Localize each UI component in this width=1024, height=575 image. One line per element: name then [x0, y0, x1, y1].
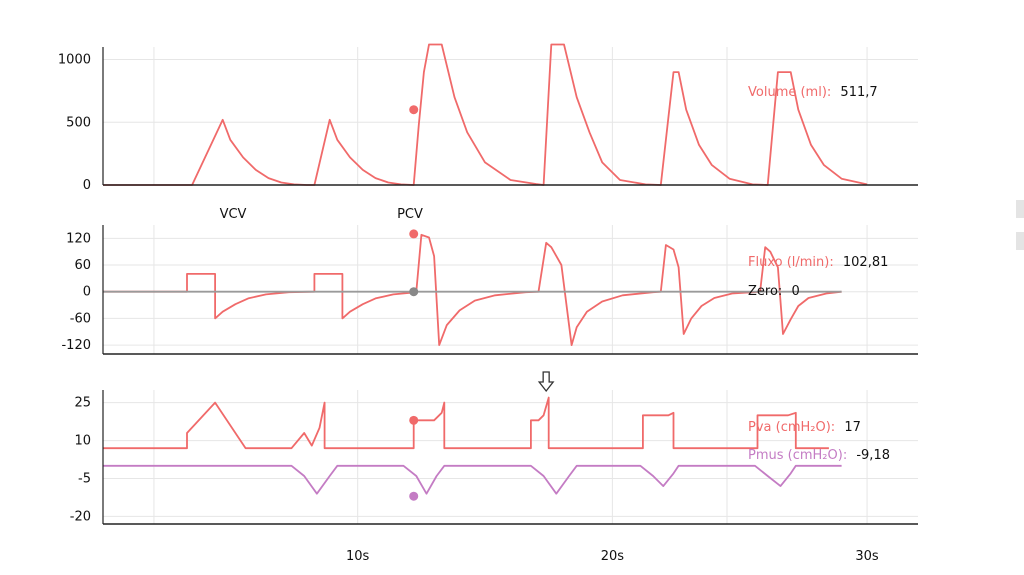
- marker-dot: [409, 491, 419, 501]
- y-tick-label: 0: [83, 285, 91, 300]
- axes: 1000 500 0 120 60 0 -60 -120 25 10 -5 -20 10s 20s 30s: [58, 47, 918, 564]
- series-line: [103, 43, 868, 186]
- labels: VCV PCV Volume (ml): 511,7 Fluxo (l/min)…: [220, 85, 890, 463]
- volume-readout-value: 511,7: [840, 85, 877, 100]
- arrow-down-icon: [537, 371, 555, 393]
- series-line: [103, 464, 842, 495]
- flow-readout-value: 102,81: [843, 255, 889, 270]
- series-line: [103, 396, 829, 450]
- y-tick-label: 0: [83, 178, 91, 193]
- marker-dot: [409, 415, 419, 425]
- y-tick-label: 500: [66, 115, 91, 130]
- pva-readout-value: 17: [844, 420, 861, 435]
- marker-dot: [409, 229, 419, 239]
- zero-readout: Zero: 0: [748, 284, 800, 299]
- volume-readout-label: Volume (ml):: [748, 85, 831, 100]
- y-tick-label: 25: [74, 396, 91, 411]
- markers: [409, 105, 555, 501]
- marker-dot: [409, 287, 419, 297]
- y-tick-label: 60: [74, 258, 91, 273]
- pva-readout-label: Pva (cmH₂O):: [748, 420, 835, 435]
- marker-dot: [409, 105, 419, 115]
- y-tick-label: -20: [70, 509, 91, 524]
- y-tick-label: -120: [61, 338, 91, 353]
- y-tick-label: -60: [70, 311, 91, 326]
- y-tick-label: 1000: [58, 53, 91, 68]
- pva-readout: Pva (cmH₂O): 17: [748, 420, 861, 435]
- y-tick-label: 120: [66, 231, 91, 246]
- annotation-pcv: PCV: [397, 207, 423, 222]
- x-tick-label: 10s: [346, 549, 370, 564]
- edge-fragment-2: [1016, 232, 1024, 250]
- y-tick-label: 10: [74, 434, 91, 449]
- flow-readout-label: Fluxo (l/min):: [748, 255, 834, 270]
- zero-readout-label: Zero:: [748, 284, 782, 299]
- annotation-vcv: VCV: [220, 207, 247, 222]
- x-tick-label: 20s: [601, 549, 625, 564]
- pmus-readout-label: Pmus (cmH₂O):: [748, 448, 847, 463]
- pmus-readout: Pmus (cmH₂O): -9,18: [748, 448, 890, 463]
- pmus-readout-value: -9,18: [856, 448, 890, 463]
- edge-fragment-1: [1016, 200, 1024, 218]
- series-line: [103, 233, 842, 346]
- zero-readout-value: 0: [791, 284, 799, 299]
- y-tick-label: -5: [78, 471, 91, 486]
- flow-readout: Fluxo (l/min): 102,81: [748, 255, 888, 270]
- volume-readout: Volume (ml): 511,7: [748, 85, 878, 100]
- x-tick-label: 30s: [855, 549, 879, 564]
